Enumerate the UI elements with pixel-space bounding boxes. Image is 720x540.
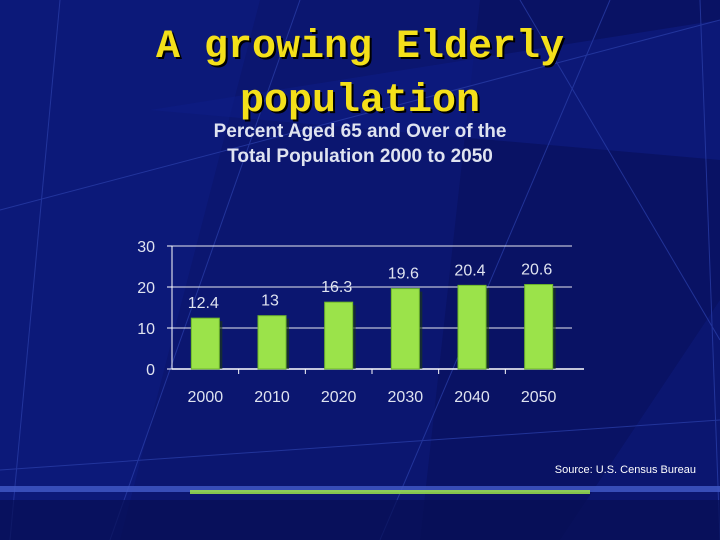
x-tick-label: 2050 (521, 389, 557, 406)
footer-bars (0, 486, 720, 540)
data-label: 12.4 (188, 295, 219, 312)
bar-2010 (257, 315, 287, 370)
bar-2050 (524, 284, 554, 370)
bar-2020 (324, 301, 354, 370)
y-tick-label: 20 (137, 280, 155, 297)
y-tick-label: 30 (137, 239, 155, 256)
chart-title-line-1: Percent Aged 65 and Over of the (213, 121, 507, 142)
y-tick-label: 0 (146, 362, 155, 379)
x-tick-label: 2000 (188, 389, 224, 406)
slide-title-line-2: population (239, 79, 481, 124)
data-label: 20.4 (454, 262, 485, 279)
data-label: 20.6 (521, 262, 552, 279)
slide-title-line-1: A growing Elderly (155, 25, 565, 70)
chart-title-line-2: Total Population 2000 to 2050 (227, 146, 493, 167)
x-tick-label: 2020 (321, 389, 357, 406)
bar-2000 (190, 317, 220, 370)
x-tick-label: 2010 (254, 389, 290, 406)
x-tick-label: 2030 (388, 389, 424, 406)
y-tick-label: 10 (137, 321, 155, 338)
data-label: 13 (261, 293, 279, 310)
source-citation: Source: U.S. Census Bureau (554, 464, 696, 476)
data-label: 16.3 (321, 279, 352, 296)
bar-2040 (457, 284, 487, 370)
bar-2030 (390, 288, 420, 370)
x-tick-label: 2040 (454, 389, 490, 406)
data-label: 19.6 (388, 266, 419, 283)
